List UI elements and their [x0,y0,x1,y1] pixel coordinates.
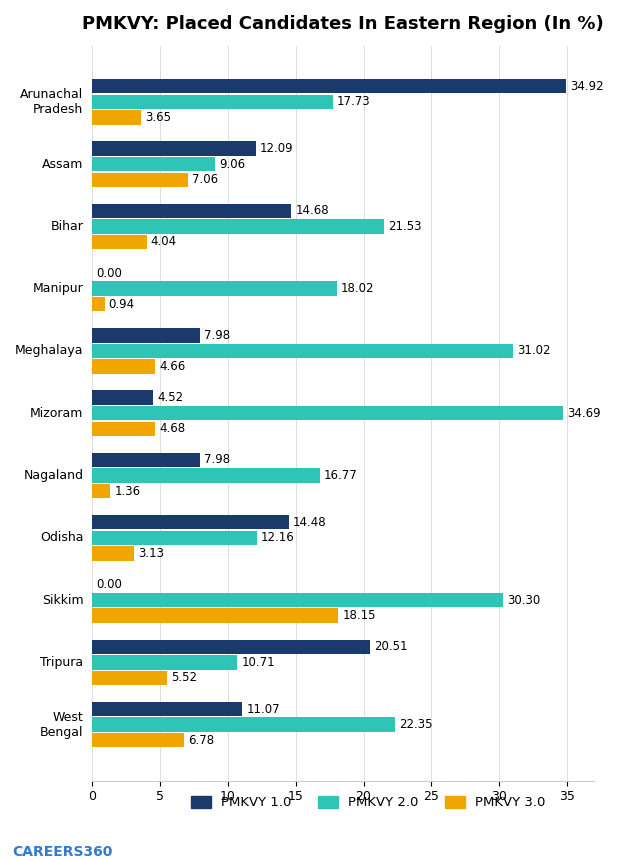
Bar [92,421,156,436]
Bar [92,593,503,607]
Bar [92,95,333,109]
Text: 10.71: 10.71 [241,656,275,669]
Text: 14.68: 14.68 [295,205,329,218]
Text: 12.09: 12.09 [260,142,294,155]
Text: 7.98: 7.98 [205,329,231,342]
Text: 7.06: 7.06 [192,173,218,186]
Bar [92,717,396,732]
Text: 18.02: 18.02 [341,282,374,295]
Bar [92,390,153,405]
Bar [92,406,563,421]
Legend: PMKVY 1.0, PMKVY 2.0, PMKVY 3.0: PMKVY 1.0, PMKVY 2.0, PMKVY 3.0 [185,790,551,814]
Text: 7.98: 7.98 [205,453,231,466]
Bar [92,469,320,482]
Text: 12.16: 12.16 [261,531,295,544]
Text: 0.00: 0.00 [96,578,122,591]
Text: 0.94: 0.94 [108,298,135,310]
Text: 34.69: 34.69 [567,407,601,420]
Text: 20.51: 20.51 [374,641,408,654]
Text: 4.68: 4.68 [159,422,185,435]
Bar [92,344,513,358]
Bar [92,702,242,716]
Bar [92,281,337,296]
Bar [92,609,339,623]
Bar [92,219,384,234]
Text: 9.06: 9.06 [219,157,245,170]
Text: 30.30: 30.30 [508,593,541,606]
Text: 22.35: 22.35 [399,718,433,731]
Bar [92,640,371,654]
Bar [92,329,200,342]
Text: 4.52: 4.52 [157,391,184,404]
Bar [92,110,141,125]
Text: 11.07: 11.07 [246,703,280,716]
Bar [92,204,291,218]
Text: 0.00: 0.00 [96,267,122,280]
Bar [92,546,135,561]
Text: 16.77: 16.77 [324,469,358,482]
Bar [92,235,147,249]
Bar [92,297,105,311]
Bar [92,79,566,94]
Bar [92,531,257,545]
Bar [92,671,167,685]
Bar [92,141,256,156]
Bar [92,655,237,670]
Text: 4.66: 4.66 [159,360,185,373]
Bar [92,359,155,374]
Text: 4.04: 4.04 [151,236,177,249]
Title: PMKVY: Placed Candidates In Eastern Region (In %): PMKVY: Placed Candidates In Eastern Regi… [82,15,604,33]
Text: 34.92: 34.92 [570,80,604,93]
Text: 31.02: 31.02 [517,345,551,358]
Text: 17.73: 17.73 [337,95,370,108]
Text: 18.15: 18.15 [342,609,376,622]
Text: 3.13: 3.13 [138,547,164,560]
Bar [92,515,288,530]
Bar [92,173,188,187]
Text: 21.53: 21.53 [388,220,422,233]
Bar [92,452,200,467]
Bar [92,484,110,498]
Text: 14.48: 14.48 [293,516,326,529]
Text: 1.36: 1.36 [114,484,141,498]
Text: 3.65: 3.65 [146,111,172,124]
Text: CAREERS360: CAREERS360 [12,845,113,858]
Bar [92,733,184,747]
Text: 6.78: 6.78 [188,734,214,746]
Bar [92,157,215,171]
Text: 5.52: 5.52 [171,672,197,685]
